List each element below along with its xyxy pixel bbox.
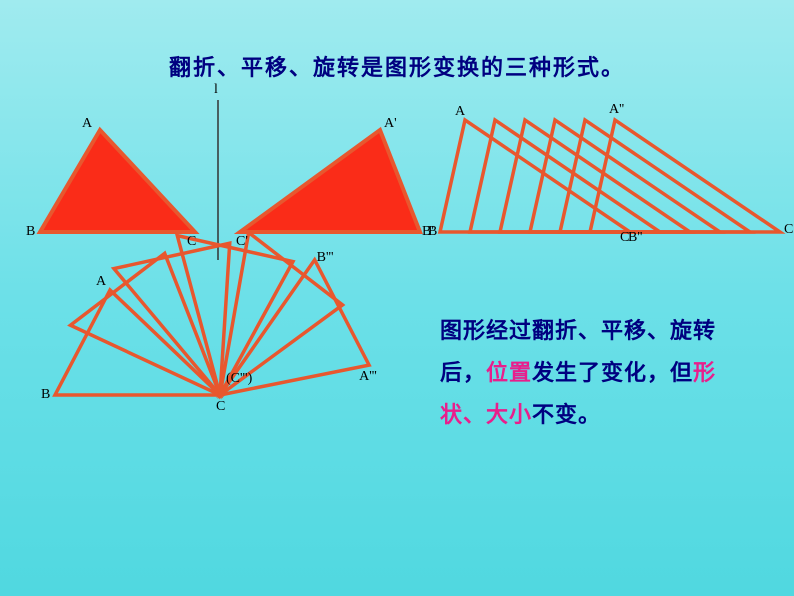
rot-label-A: A bbox=[96, 274, 106, 290]
refl-label-A: A bbox=[82, 116, 92, 132]
refl-label-B: B bbox=[26, 224, 35, 240]
trans-label-Bpp: B'' bbox=[628, 230, 642, 246]
trans-label-App: A'' bbox=[609, 102, 624, 118]
axis-label: l bbox=[214, 82, 218, 98]
desc-part3: 不变。 bbox=[532, 402, 601, 427]
desc-part2: 发生了变化，但 bbox=[532, 360, 693, 385]
refl-label-C: C bbox=[187, 234, 196, 250]
desc-highlight-1: 位置 bbox=[486, 360, 532, 385]
description-text: 图形经过翻折、平移、旋转后，位置发生了变化，但形状、大小不变。 bbox=[440, 310, 760, 435]
trans-label-B: B bbox=[428, 224, 437, 240]
trans-label-Cpp: C'' bbox=[784, 222, 794, 238]
rot-label-Appp: A''' bbox=[359, 369, 377, 385]
rot-label-Bppp: B''' bbox=[317, 250, 334, 266]
rot-label-B: B bbox=[41, 387, 50, 403]
refl-label-Cp: C' bbox=[236, 234, 248, 250]
rot-label-Cppp: (C''') bbox=[226, 371, 252, 387]
rot-label-C: C bbox=[216, 399, 225, 415]
diagram-canvas bbox=[0, 0, 794, 596]
trans-label-A: A bbox=[455, 104, 465, 120]
refl-label-Ap: A' bbox=[384, 116, 397, 132]
